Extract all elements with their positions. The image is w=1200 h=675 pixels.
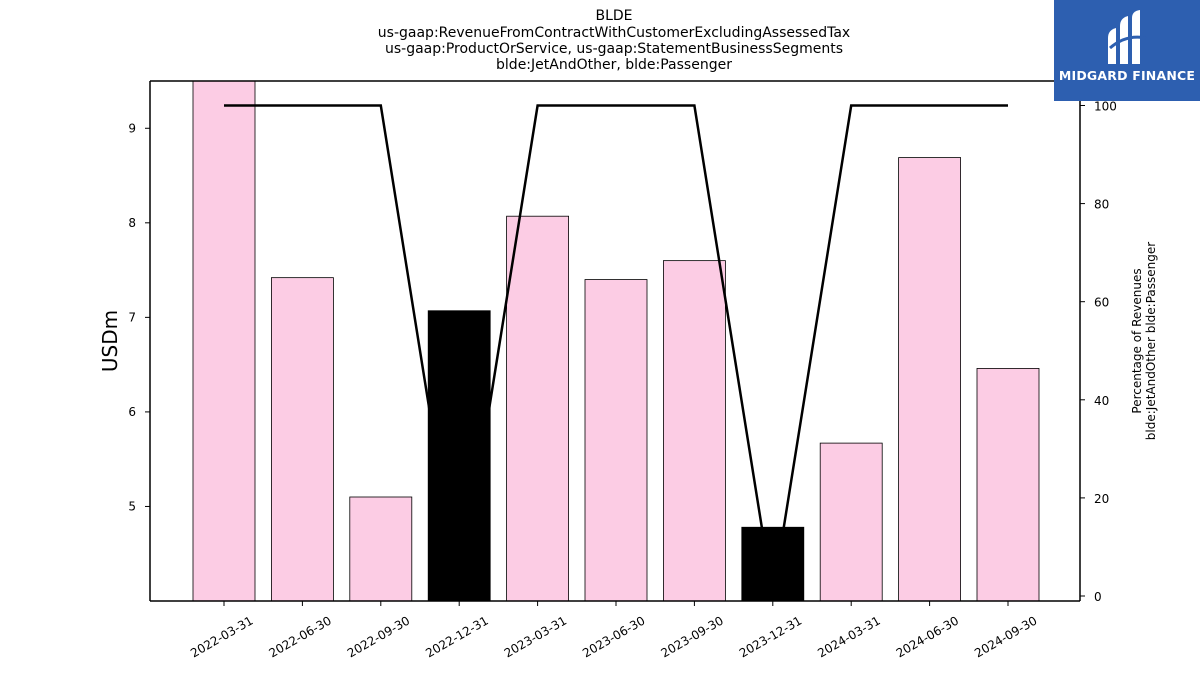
- y-axis-label-right: Percentage of Revenues blde:JetAndOther …: [1130, 242, 1158, 440]
- y-tick-label-right: 40: [1094, 394, 1109, 408]
- midgard-finance-logo: MIDGARD FINANCE: [1054, 0, 1200, 101]
- y-tick-label-left: 9: [128, 121, 136, 135]
- midgard-logo-icon: [1108, 10, 1147, 64]
- x-tick-label-2023-03-31: 2023-03-31: [502, 613, 569, 660]
- chart-title-line-2: us-gaap:RevenueFromContractWithCustomerE…: [378, 25, 850, 41]
- y-tick-label-right: 0: [1094, 590, 1102, 604]
- x-tick-label-2022-09-30: 2022-09-30: [345, 613, 412, 660]
- bar-2023-03-31: [506, 215, 570, 602]
- y-tick-label-right: 20: [1094, 492, 1109, 506]
- x-tick-label-2023-09-30: 2023-09-30: [658, 613, 725, 660]
- bar-2022-12-31: [427, 310, 491, 602]
- x-tick-label-2024-03-31: 2024-03-31: [815, 613, 882, 660]
- x-tick-label-2024-09-30: 2024-09-30: [972, 613, 1039, 660]
- y-tick-label-left: 6: [128, 405, 136, 419]
- bar-2023-06-30: [584, 279, 648, 602]
- x-tick-label-2022-06-30: 2022-06-30: [266, 613, 333, 660]
- chart-title-line-3: us-gaap:ProductOrService, us-gaap:Statem…: [385, 41, 843, 57]
- bar-2022-03-31: [192, 80, 256, 602]
- chart-title-line-1: BLDE: [595, 8, 632, 24]
- bar-2024-06-30: [898, 157, 961, 602]
- line-layer: [224, 104, 1008, 597]
- y-axis-label-right-line-1: Percentage of Revenues: [1130, 268, 1144, 413]
- y-tick-label-left: 5: [128, 499, 136, 513]
- y-tick-label-left: 7: [128, 310, 136, 324]
- x-tick-label-2023-06-30: 2023-06-30: [580, 613, 647, 660]
- x-tick-label-2022-12-31: 2022-12-31: [423, 613, 490, 660]
- bar-2024-09-30: [976, 368, 1040, 602]
- logo-text: MIDGARD FINANCE: [1058, 68, 1196, 83]
- x-tick-label-2023-12-31: 2023-12-31: [737, 613, 804, 660]
- y-tick-label-left: 8: [128, 216, 136, 230]
- y-tick-label-right: 80: [1094, 198, 1109, 212]
- chart-title: BLDE us-gaap:RevenueFromContractWithCust…: [378, 8, 850, 73]
- y-tick-label-right: 100: [1094, 99, 1117, 113]
- x-tick-label-2024-06-30: 2024-06-30: [894, 613, 961, 660]
- bar-2023-09-30: [663, 260, 726, 602]
- bar-2024-03-31: [819, 442, 883, 602]
- y-axis-label-right-line-2: blde:JetAndOther blde:Passenger: [1144, 242, 1158, 440]
- chart-title-line-4: blde:JetAndOther, blde:Passenger: [496, 57, 732, 73]
- x-tick-label-2022-03-31: 2022-03-31: [188, 613, 255, 660]
- bar-2022-09-30: [349, 496, 413, 602]
- bar-2022-06-30: [270, 277, 334, 602]
- y-tick-label-right: 60: [1094, 296, 1109, 310]
- percentage-line: [224, 104, 1008, 597]
- bars-layer: [192, 80, 1040, 602]
- y-axis-label-left: USDm: [98, 310, 122, 372]
